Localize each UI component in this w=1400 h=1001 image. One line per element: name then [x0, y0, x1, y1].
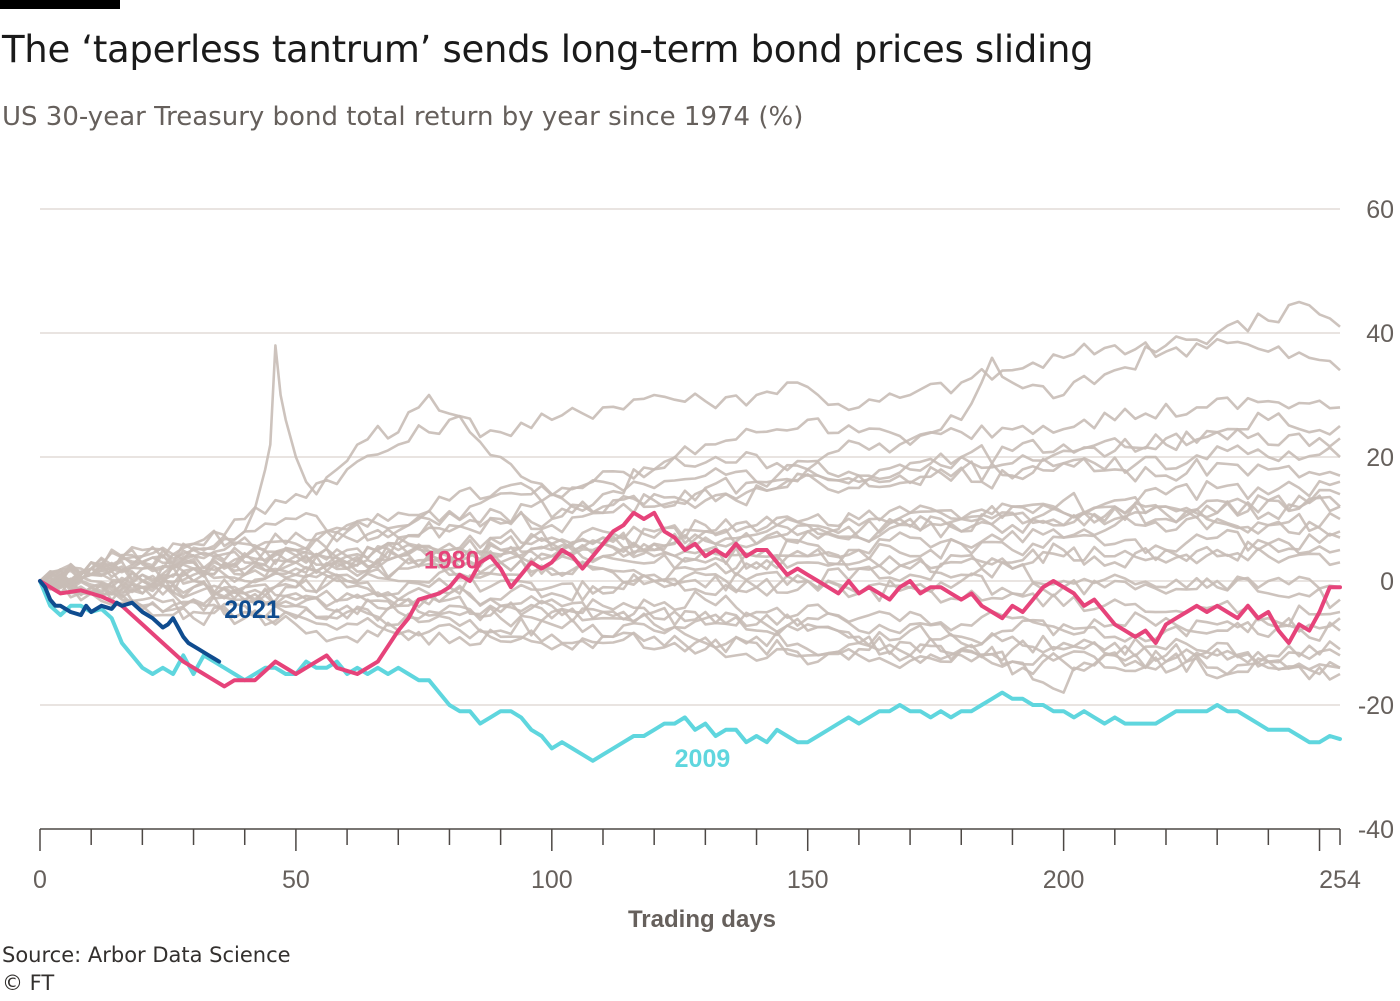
- chart-title: The ‘taperless tantrum’ sends long-term …: [2, 28, 1094, 71]
- background-series-line: [39, 511, 1341, 583]
- x-tick-label-200: 200: [1043, 866, 1085, 894]
- chart-subtitle: US 30-year Treasury bond total return by…: [2, 102, 804, 132]
- y-tick-label-40: 40: [1366, 320, 1394, 348]
- background-series-line: [39, 337, 1341, 588]
- y-tick-label--40: -40: [1358, 816, 1394, 844]
- source-note: Source: Arbor Data Science: [2, 943, 291, 967]
- background-series-line: [39, 577, 1341, 645]
- y-axis: 60 40 20 0 -20 -40: [1358, 196, 1394, 844]
- background-series-line: [39, 457, 1341, 587]
- x-tick-label-0: 0: [33, 866, 47, 894]
- background-series-line: [39, 569, 1341, 636]
- background-series-line: [39, 579, 1341, 676]
- y-tick-label-60: 60: [1366, 196, 1394, 224]
- background-series-line: [39, 571, 1341, 694]
- background-series-line: [39, 579, 1341, 676]
- y-tick-label-0: 0: [1380, 568, 1394, 596]
- x-tick-label-50: 50: [282, 866, 310, 894]
- background-series-line: [39, 560, 1341, 602]
- series-label-2009: 2009: [675, 745, 731, 773]
- background-series-line: [39, 528, 1341, 605]
- x-tick-label-150: 150: [787, 866, 829, 894]
- background-series-line: [39, 494, 1341, 587]
- background-series-line: [39, 576, 1341, 664]
- series-label-2021: 2021: [224, 596, 280, 624]
- background-series-line: [39, 427, 1341, 602]
- y-tick-label--20: -20: [1358, 692, 1394, 720]
- series-line-2009: [38, 579, 1342, 763]
- x-axis: 0 50 100 150 200 254: [33, 828, 1361, 894]
- brand-bar: [0, 0, 120, 9]
- copyright-note: © FT: [2, 971, 55, 995]
- background-series-line: [39, 542, 1341, 598]
- series-line-1980: [38, 510, 1342, 689]
- x-tick-label-254: 254: [1319, 866, 1361, 894]
- x-tick-label-100: 100: [531, 866, 573, 894]
- x-axis-label: Trading days: [628, 906, 776, 933]
- background-series-line: [39, 396, 1341, 596]
- background-series-group: [39, 300, 1341, 694]
- background-series-line: [39, 411, 1341, 583]
- background-series-line: [39, 300, 1341, 588]
- series-line-2021: [38, 579, 222, 664]
- series-annotations: 1980 2009 2021: [224, 547, 730, 773]
- y-tick-label-20: 20: [1366, 444, 1394, 472]
- background-series-line: [39, 532, 1341, 610]
- highlighted-series-group: [38, 510, 1342, 763]
- series-label-1980: 1980: [424, 547, 480, 575]
